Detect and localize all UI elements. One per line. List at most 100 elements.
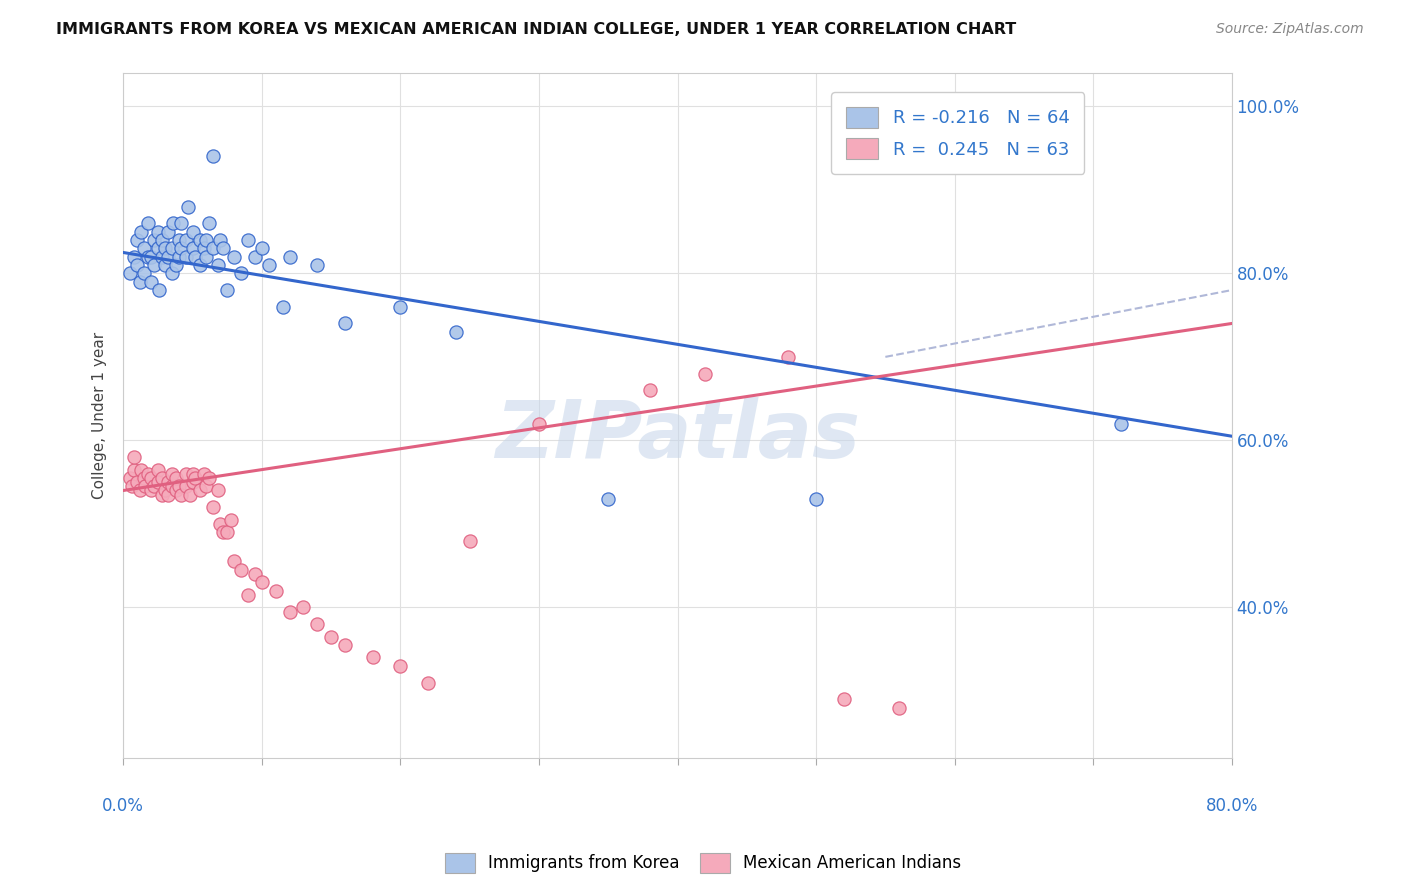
Point <box>170 216 193 230</box>
Point <box>184 471 207 485</box>
Point <box>695 367 717 381</box>
Point <box>167 233 190 247</box>
Point <box>198 216 221 230</box>
Point <box>243 250 266 264</box>
Point <box>120 266 142 280</box>
Point <box>271 300 294 314</box>
Point <box>221 513 243 527</box>
Point <box>167 250 190 264</box>
Text: ZIPatlas: ZIPatlas <box>495 397 860 475</box>
Point <box>150 471 173 485</box>
Point <box>142 479 165 493</box>
Point <box>193 467 215 481</box>
Point <box>132 471 155 485</box>
Point <box>153 483 176 498</box>
Point <box>389 300 412 314</box>
Point <box>181 475 204 489</box>
Point <box>174 467 197 481</box>
Point <box>146 241 169 255</box>
Point <box>165 258 187 272</box>
Point <box>160 467 183 481</box>
Point <box>124 250 146 264</box>
Point <box>142 233 165 247</box>
Point <box>146 462 169 476</box>
Point <box>778 350 800 364</box>
Point <box>389 658 412 673</box>
Point <box>181 241 204 255</box>
Point <box>170 488 193 502</box>
Point <box>243 566 266 581</box>
Point <box>527 417 550 431</box>
Point <box>195 250 218 264</box>
Point <box>416 675 439 690</box>
Point <box>160 266 183 280</box>
Point <box>146 225 169 239</box>
Point <box>195 479 218 493</box>
Legend: Immigrants from Korea, Mexican American Indians: Immigrants from Korea, Mexican American … <box>439 847 967 880</box>
Point <box>333 317 356 331</box>
Point <box>156 225 179 239</box>
Point <box>638 384 661 398</box>
Point <box>229 563 252 577</box>
Point <box>598 491 620 506</box>
Point <box>150 488 173 502</box>
Point <box>292 600 315 615</box>
Point <box>139 471 162 485</box>
Point <box>160 241 183 255</box>
Point <box>307 617 329 632</box>
Point <box>889 700 911 714</box>
Point <box>321 630 343 644</box>
Point <box>174 233 197 247</box>
Point <box>139 250 162 264</box>
Point <box>129 275 152 289</box>
Point <box>333 638 356 652</box>
Text: 0.0%: 0.0% <box>103 797 145 814</box>
Point <box>139 483 162 498</box>
Point <box>167 479 190 493</box>
Point <box>131 225 153 239</box>
Point <box>209 233 232 247</box>
Point <box>198 471 221 485</box>
Point <box>307 258 329 272</box>
Legend: R = -0.216   N = 64, R =  0.245   N = 63: R = -0.216 N = 64, R = 0.245 N = 63 <box>831 92 1084 174</box>
Point <box>127 475 149 489</box>
Point <box>165 483 187 498</box>
Point <box>236 233 259 247</box>
Point <box>156 488 179 502</box>
Point <box>148 283 170 297</box>
Point <box>136 250 159 264</box>
Point <box>121 479 143 493</box>
Point <box>229 266 252 280</box>
Point <box>207 483 229 498</box>
Point <box>174 250 197 264</box>
Point <box>804 491 827 506</box>
Point <box>156 250 179 264</box>
Point <box>207 258 229 272</box>
Point <box>165 471 187 485</box>
Point <box>188 483 211 498</box>
Point <box>127 258 149 272</box>
Point <box>212 241 235 255</box>
Point <box>236 588 259 602</box>
Point <box>124 450 146 464</box>
Point <box>132 266 155 280</box>
Point <box>174 479 197 493</box>
Point <box>131 462 153 476</box>
Point <box>224 250 246 264</box>
Point <box>179 488 201 502</box>
Point <box>150 233 173 247</box>
Y-axis label: College, Under 1 year: College, Under 1 year <box>93 332 107 499</box>
Point <box>153 241 176 255</box>
Point <box>224 554 246 568</box>
Point <box>444 325 467 339</box>
Point <box>250 241 273 255</box>
Point <box>127 233 149 247</box>
Point <box>146 475 169 489</box>
Point <box>129 483 152 498</box>
Text: 80.0%: 80.0% <box>1205 797 1258 814</box>
Point <box>160 479 183 493</box>
Point <box>361 650 384 665</box>
Point <box>1109 417 1132 431</box>
Point <box>150 250 173 264</box>
Point <box>153 258 176 272</box>
